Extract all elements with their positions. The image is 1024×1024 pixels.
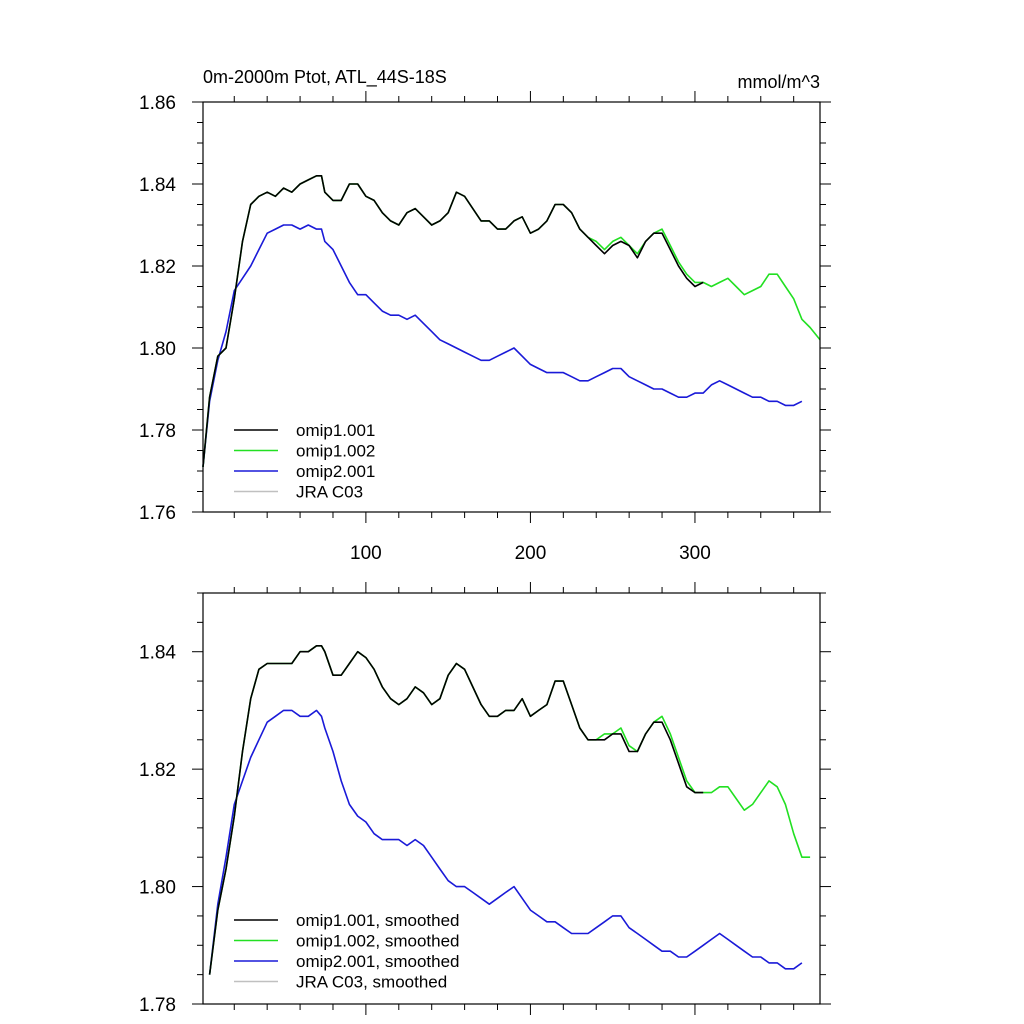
y-tick-label: 1.76 — [139, 503, 176, 524]
y-tick-label: 1.78 — [139, 421, 176, 442]
series-line-omip2-001 — [202, 224, 803, 467]
y-tick-label: 1.84 — [139, 643, 176, 664]
legend-label: omip1.001 — [296, 421, 375, 440]
series-line-omip2-001-smoothed — [208, 709, 803, 975]
series-line-omip1-001 — [202, 175, 704, 467]
legend-label: omip1.002 — [296, 442, 375, 461]
x-tick-label: 100 — [350, 543, 382, 564]
units-label: mmol/m^3 — [738, 72, 820, 92]
bottom-panel: 1.78 1.80 1.82 1.84 omip1.001, smoothed omip… — [139, 582, 831, 1016]
y-tick-label: 1.78 — [139, 995, 176, 1016]
series-line-omip1-001-smoothed — [208, 645, 704, 975]
y-tick-label: 1.82 — [139, 257, 176, 278]
y-tick-label: 1.82 — [139, 760, 176, 781]
x-tick-label: 300 — [679, 543, 711, 564]
y-tick-label: 1.80 — [139, 878, 176, 899]
chart-title: 0m-2000m Ptot, ATL_44S-18S — [203, 67, 447, 88]
y-tick-label: 1.84 — [139, 175, 176, 196]
x-tick-label: 200 — [515, 543, 547, 564]
legend-label: omip2.001 — [296, 462, 375, 481]
y-tick-label: 1.80 — [139, 339, 176, 360]
top-plot-frame — [202, 101, 821, 513]
bottom-plot-frame — [202, 592, 821, 1005]
legend-label: omip1.001, smoothed — [296, 911, 460, 930]
legend-label: omip1.002, smoothed — [296, 932, 460, 951]
legend-label: JRA C03 — [296, 483, 363, 502]
top-panel: 0m-2000m Ptot, ATL_44S-18S mmol/m^3 1.76… — [139, 67, 831, 564]
legend-label: JRA C03, smoothed — [296, 973, 447, 992]
legend-label: omip2.001, smoothed — [296, 952, 460, 971]
y-tick-label: 1.86 — [139, 93, 176, 114]
